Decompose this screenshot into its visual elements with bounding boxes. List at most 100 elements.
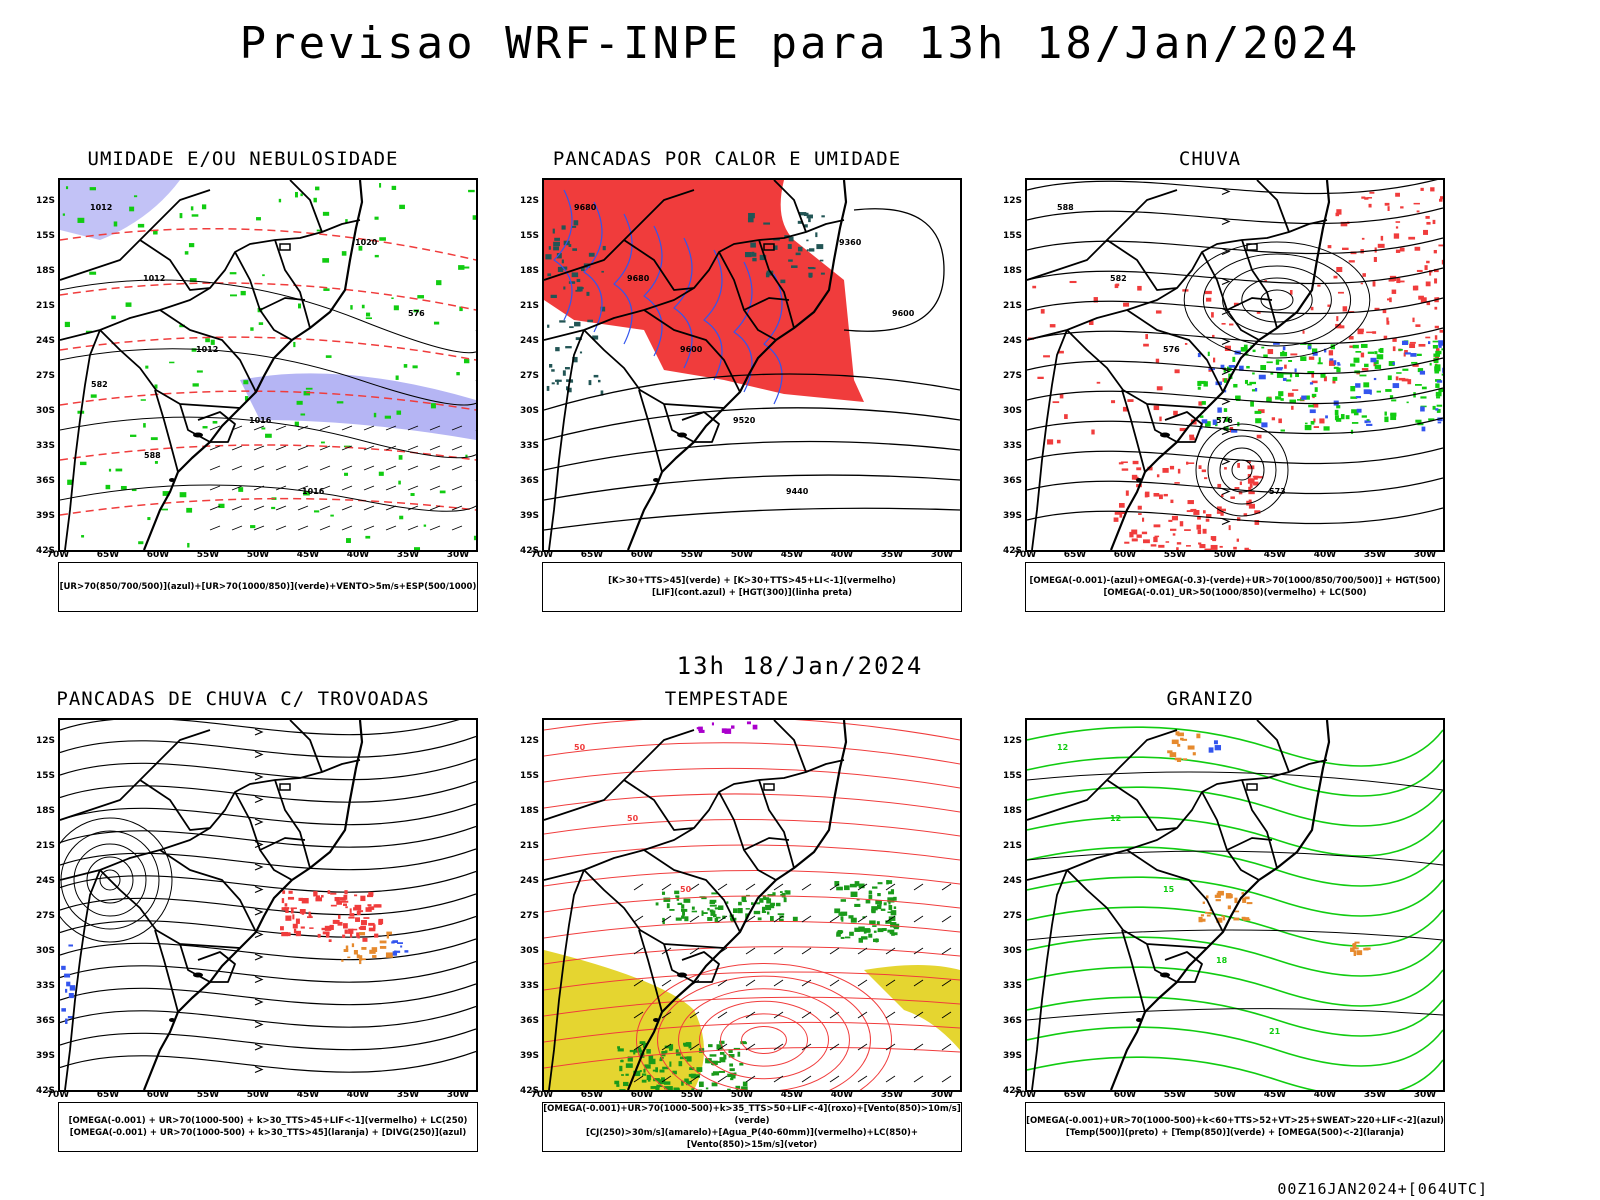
latitude-label: 12S [519, 196, 539, 206]
legend-line: [OMEGA(-0.001)-(azul)+OMEGA(-0.3)-(verde… [1029, 576, 1441, 586]
speckle [555, 347, 560, 352]
wind-vector [451, 505, 463, 511]
speckle [888, 880, 893, 884]
speckle [1246, 365, 1250, 369]
speckle [731, 917, 735, 923]
longitude-label: 70W [1013, 1090, 1037, 1100]
country-state-border [583, 329, 725, 409]
speckle [287, 896, 295, 900]
speckle [1429, 270, 1432, 276]
speckle [1143, 343, 1149, 347]
speckle [875, 938, 878, 943]
speckle [356, 911, 361, 916]
speckle [202, 426, 208, 429]
speckle [316, 229, 322, 232]
speckle [1196, 733, 1201, 739]
longitude-label: 70W [46, 550, 70, 560]
speckle [1355, 351, 1362, 353]
speckle [669, 909, 675, 911]
latitude-label: 18S [35, 266, 55, 276]
speckle [806, 214, 813, 219]
speckle [1189, 434, 1195, 438]
speckle [413, 547, 421, 550]
speckle [1362, 273, 1366, 277]
speckle [1266, 397, 1272, 402]
speckle [186, 507, 193, 513]
speckle [1395, 226, 1399, 229]
speckle [1313, 426, 1320, 428]
speckle [864, 928, 871, 932]
speckle [315, 897, 323, 902]
speckle [858, 937, 863, 943]
wind-vector [857, 947, 868, 955]
wind-vector [253, 485, 265, 491]
speckle [728, 1049, 733, 1054]
speckle [683, 1042, 688, 1046]
lifted-index-contour-blue [613, 213, 633, 345]
speckle [664, 1050, 668, 1053]
omega-area-orange [1350, 941, 1371, 957]
longitude-label: 70W [1013, 550, 1037, 560]
speckle [1177, 732, 1184, 737]
speckle [1366, 331, 1374, 334]
contour-label: 576 [408, 309, 425, 318]
longitude-label: 55W [680, 550, 704, 560]
latitude-label: 15S [519, 231, 539, 241]
speckle [643, 1068, 646, 1073]
speckle [1360, 352, 1365, 358]
speckle [258, 322, 264, 325]
cyclonic-circulation [1202, 253, 1352, 347]
speckle [1434, 370, 1440, 374]
speckle [872, 925, 877, 927]
speckle [1418, 343, 1426, 347]
speckle [678, 1061, 683, 1067]
speckle [1332, 376, 1338, 381]
speckle [378, 471, 384, 476]
speckle [546, 385, 550, 391]
speckle [374, 254, 379, 258]
wind-vector [253, 425, 265, 431]
speckle [1372, 331, 1377, 334]
speckle [1349, 345, 1357, 348]
speckle [547, 273, 552, 277]
speckle [652, 1069, 656, 1072]
speckle [361, 304, 365, 309]
speckle [303, 491, 310, 496]
speckle [1385, 389, 1392, 392]
longitude-label: 40W [1313, 550, 1337, 560]
speckle [1391, 399, 1397, 402]
speckle [581, 266, 585, 272]
speckle [1032, 285, 1037, 289]
speckle [871, 909, 876, 913]
country-state-border [623, 779, 695, 831]
speckle [788, 236, 794, 242]
speckle [714, 918, 719, 924]
temperature-500-contour [1027, 1008, 1443, 1021]
longitude-label: 60W [146, 1090, 170, 1100]
speckle [1258, 374, 1266, 380]
speckle [644, 1064, 651, 1069]
speckle [391, 297, 394, 300]
speckle [1300, 343, 1307, 345]
speckle [887, 911, 892, 914]
speckle [400, 945, 403, 948]
speckle [1370, 357, 1377, 363]
speckle [344, 890, 348, 895]
speckle [741, 896, 747, 902]
political-borders [60, 720, 364, 1090]
speckle [573, 220, 579, 226]
speckle [836, 933, 841, 937]
speckle [721, 728, 727, 733]
speckle [1174, 757, 1182, 761]
speckle [1217, 890, 1224, 896]
speckle [561, 259, 564, 264]
speckle [655, 1087, 658, 1090]
speckle [140, 399, 146, 401]
wind-vector [661, 1011, 672, 1019]
speckle [1153, 492, 1160, 497]
wind-vector [297, 485, 309, 491]
streamline-arrow [1221, 337, 1231, 346]
streamline-arrow [1221, 517, 1231, 526]
speckle [68, 944, 74, 947]
speckle [341, 251, 347, 256]
